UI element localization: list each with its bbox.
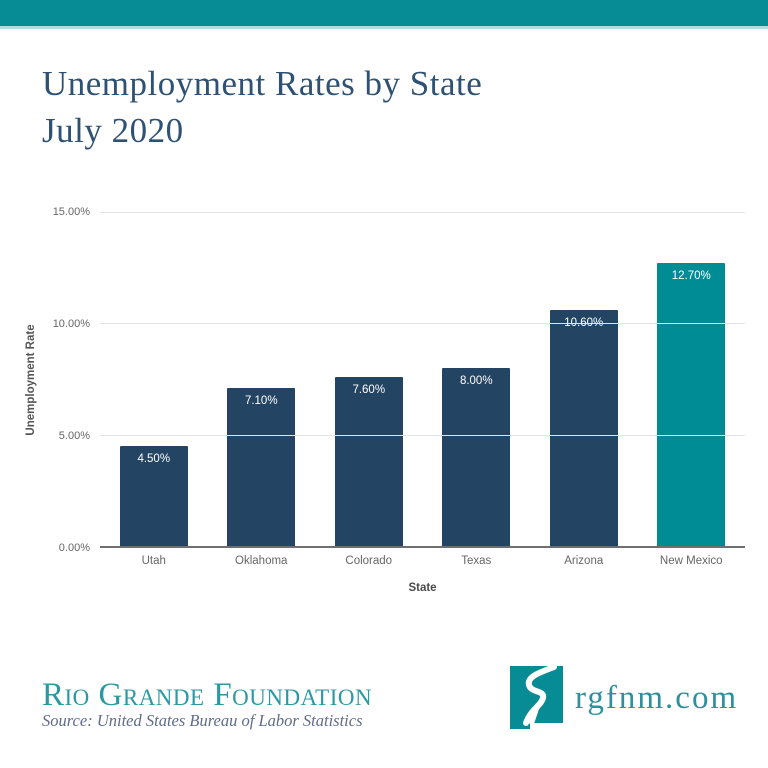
bar-utah: 4.50%	[119, 445, 188, 546]
bar-texas: 8.00%	[442, 367, 511, 546]
y-tick-label: 15.00%	[52, 206, 90, 218]
x-tick-label: Utah	[141, 555, 166, 567]
bar-value-label: 7.60%	[352, 383, 386, 396]
x-tick-label: New Mexico	[659, 555, 723, 567]
gridline-10	[100, 323, 745, 325]
bar-value-label: 8.00%	[459, 374, 493, 387]
bar-value-label: 4.50%	[137, 452, 171, 465]
bar-slot-texas: 8.00%	[423, 212, 531, 546]
y-tick-label: 10.00%	[52, 318, 90, 330]
x-tick-label: Arizona	[564, 555, 604, 567]
source-note: Source: United States Bureau of Labor St…	[42, 711, 363, 730]
bar-slot-utah: 4.50%	[100, 212, 208, 546]
title-line-2: July 2020	[42, 111, 184, 150]
bar-value-label: 10.60%	[564, 316, 604, 329]
header-accent-bar	[0, 0, 768, 26]
website-link[interactable]: rgfnm.com	[575, 680, 739, 716]
bar-slot-new-mexico: 12.70%	[638, 212, 746, 546]
bar-slot-colorado: 7.60%	[315, 212, 423, 546]
x-axis-title: State	[408, 582, 437, 594]
x-tick-label: Colorado	[345, 555, 393, 567]
bar-new-mexico: 12.70%	[657, 263, 726, 546]
plot-area: 4.50% 7.10% 7.60% 8.00% 10.60% 12.70%	[100, 212, 745, 548]
org-name: Rio Grande Foundation	[42, 677, 373, 713]
header-accent-strip	[0, 26, 768, 29]
bar-value-label: 12.70%	[671, 270, 711, 283]
bar-slot-arizona: 10.60%	[530, 212, 638, 546]
x-tick-label: Texas	[461, 555, 492, 567]
y-tick-label: 5.00%	[58, 430, 90, 442]
y-axis-ticks: 15.00% 10.00% 5.00% 0.00%	[0, 206, 768, 554]
y-tick-label: 0.00%	[58, 542, 90, 554]
title-line-1: Unemployment Rates by State	[42, 64, 483, 103]
x-tick-label: Oklahoma	[235, 555, 288, 567]
bar-arizona: 10.60%	[549, 309, 618, 546]
bar-value-label: 7.10%	[244, 394, 278, 407]
new-mexico-river-logo-icon	[510, 664, 563, 735]
bar-chart: Unemployment Rate 15.00% 10.00% 5.00% 0.00%…	[0, 206, 768, 594]
page-title: Unemployment Rates by State July 2020	[42, 60, 482, 154]
gridline-15	[100, 212, 745, 213]
bar-colorado: 7.60%	[334, 376, 403, 546]
bar-slot-oklahoma: 7.10%	[208, 212, 316, 546]
bars-group: 4.50% 7.10% 7.60% 8.00% 10.60% 12.70%	[100, 212, 745, 546]
x-axis-labels: Utah Oklahoma Colorado Texas Arizona New Mexi…	[100, 555, 745, 567]
bar-oklahoma: 7.10%	[227, 387, 296, 546]
gridline-5	[100, 434, 745, 436]
